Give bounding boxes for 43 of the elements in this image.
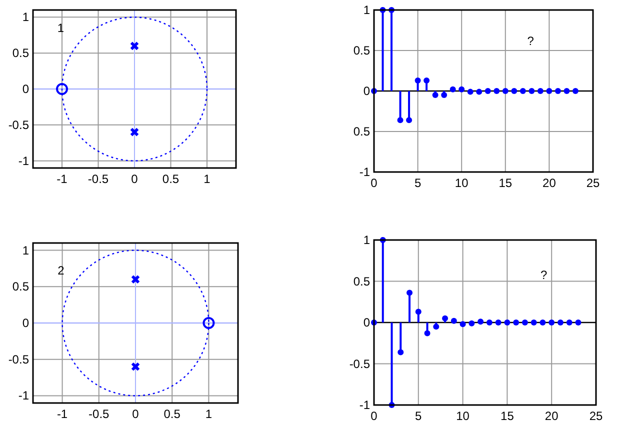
x-tick-label: 5 xyxy=(415,409,422,423)
y-tick-label: 0 xyxy=(363,316,370,330)
y-tick-label: 1 xyxy=(22,243,30,258)
x-tick-label: 20 xyxy=(544,409,559,423)
y-tick-label: 0.5 xyxy=(353,44,370,58)
annotation: 2 xyxy=(58,264,65,278)
x-tick-label: 0 xyxy=(131,172,138,186)
x-tick-label: 1 xyxy=(204,172,211,186)
y-tick-label: 1 xyxy=(22,10,30,24)
y-tick-label: -1 xyxy=(18,388,30,403)
x-tick-label: 0.5 xyxy=(164,407,181,421)
y-tick-label: 0 xyxy=(22,82,30,96)
x-tick-label: 0.5 xyxy=(162,172,180,186)
y-tick-label: -0.5 xyxy=(349,356,370,371)
annotation: ? xyxy=(540,268,548,282)
x-tick-label: 15 xyxy=(498,176,512,190)
y-tick-label: 0.5 xyxy=(353,124,370,138)
x-tick-label: 25 xyxy=(589,409,603,423)
y-tick-label: -0.5 xyxy=(8,352,30,366)
x-tick-label: -1 xyxy=(56,172,68,186)
y-tick-label: -1 xyxy=(18,154,30,168)
x-tick-label: -0.5 xyxy=(88,172,109,186)
y-tick-label: 0.5 xyxy=(12,46,30,60)
x-tick-label: 25 xyxy=(586,176,600,190)
x-tick-label: 10 xyxy=(454,176,469,190)
y-tick-label: 1 xyxy=(363,233,370,247)
x-tick-label: 5 xyxy=(414,176,422,190)
annotation: ? xyxy=(527,34,534,48)
x-tick-label: 20 xyxy=(542,176,556,190)
x-tick-label: 1 xyxy=(205,407,212,421)
y-tick-label: 0 xyxy=(363,84,370,98)
y-tick-label: 0.5 xyxy=(12,280,30,294)
y-tick-label: 1 xyxy=(363,3,370,17)
y-tick-label: 0 xyxy=(22,316,30,330)
x-tick-label: -1 xyxy=(56,407,68,421)
y-tick-label: -1 xyxy=(359,398,370,412)
y-tick-label: -0.5 xyxy=(8,118,30,132)
annotation: 1 xyxy=(57,20,64,35)
y-tick-label: 0.5 xyxy=(353,274,370,288)
x-tick-label: 15 xyxy=(500,409,514,423)
x-tick-label: 10 xyxy=(456,409,470,423)
x-tick-label: -0.5 xyxy=(88,407,110,421)
x-tick-label: 0 xyxy=(132,407,140,421)
